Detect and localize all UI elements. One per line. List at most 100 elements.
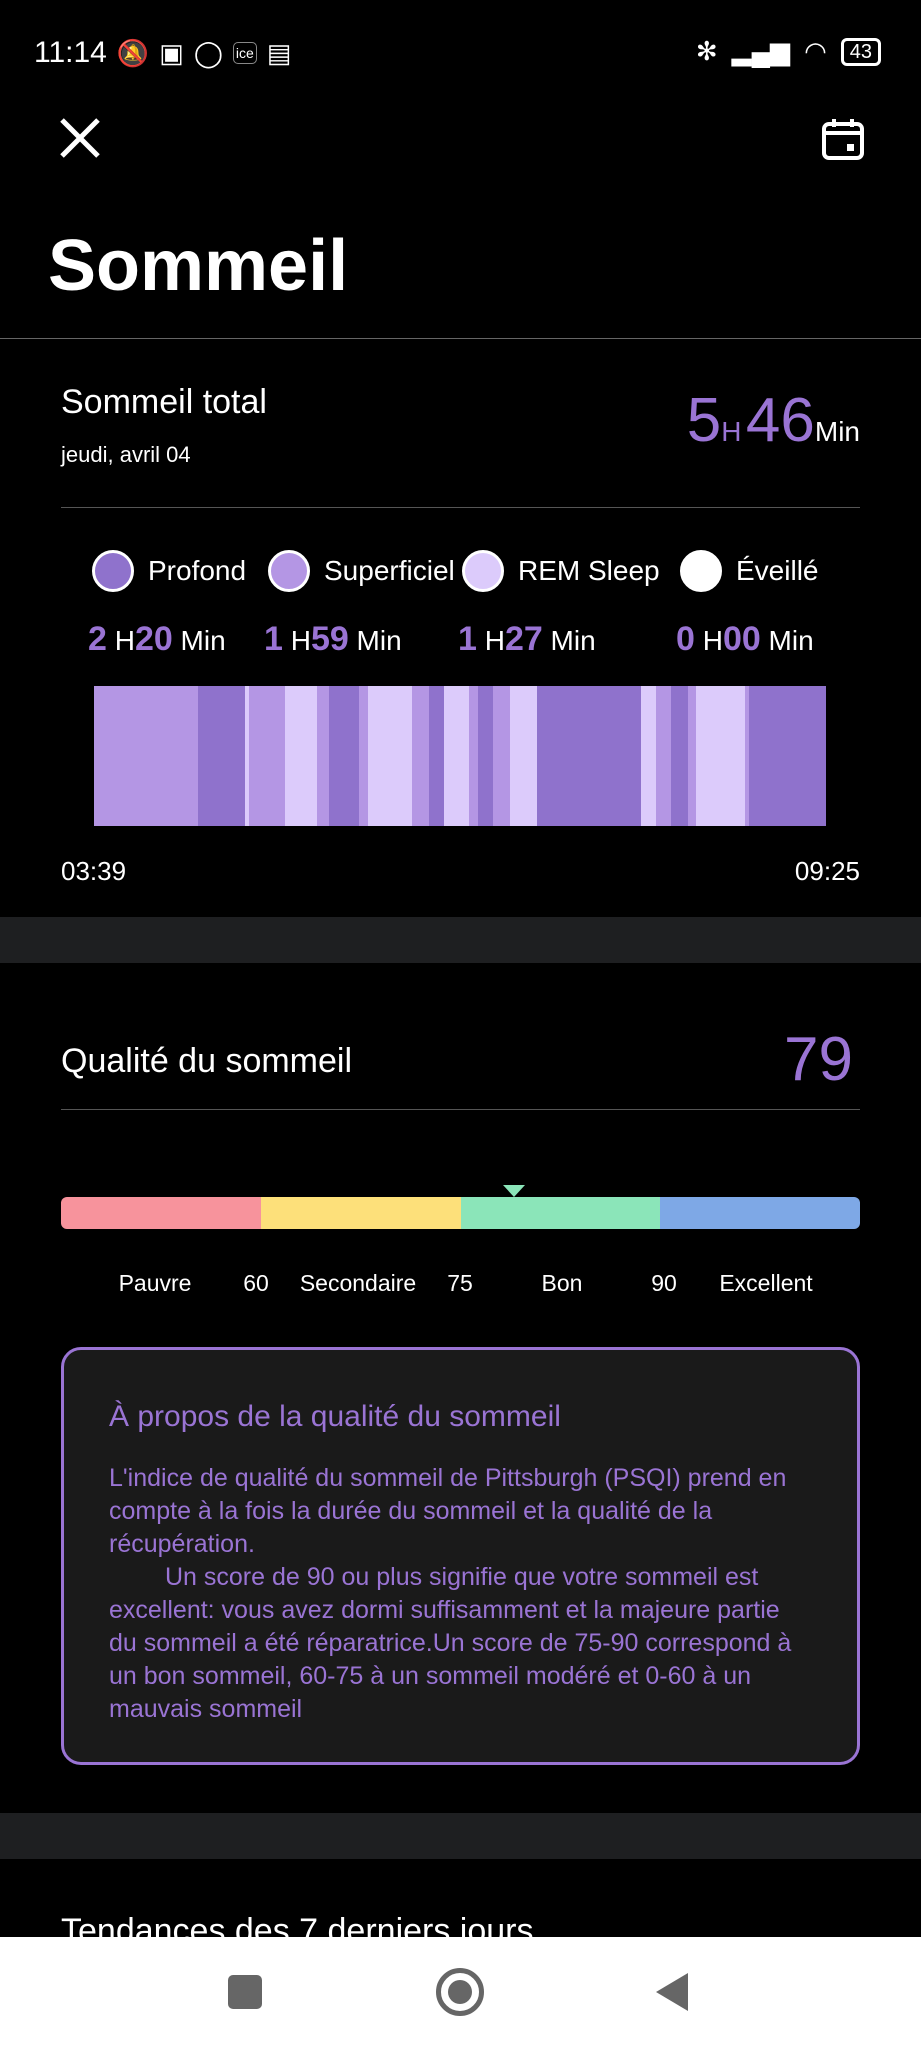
sleep-segment	[641, 686, 657, 826]
quality-scale-label: Secondaire	[299, 1270, 417, 1296]
duration-minutes: 00	[722, 620, 761, 658]
sleep-segment	[509, 686, 538, 826]
quality-scale-label: Pauvre	[118, 1270, 192, 1296]
page-title: Sommeil	[48, 226, 349, 306]
legend-dot	[92, 550, 134, 592]
ice-icon: ice	[232, 42, 257, 64]
minutes-unit: Min	[550, 625, 596, 656]
legend-label: REM Sleep	[518, 555, 660, 586]
duration-hours: 2	[88, 620, 107, 658]
divider	[0, 338, 921, 339]
bluetooth-icon: ✻	[695, 36, 718, 66]
stage-duration: 0 H00 Min	[676, 620, 814, 659]
divider	[61, 507, 860, 508]
legend-label: Superficiel	[324, 555, 455, 586]
mute-icon: 🔕	[116, 37, 150, 68]
legend-dot	[680, 550, 722, 592]
sleep-segment	[477, 686, 493, 826]
legend-item-2: REM Sleep	[462, 550, 660, 592]
status-bar: 11:14 🔕 ▣ ◯ ice ▤	[34, 36, 291, 70]
total-duration: 5H 46Min	[687, 385, 860, 456]
navigation-bar	[0, 1937, 921, 2048]
sleep-segment	[429, 686, 444, 826]
sleep-segment	[656, 686, 671, 826]
duration-hours: 0	[676, 620, 695, 658]
about-title: À propos de la qualité du sommeil	[109, 1400, 561, 1433]
hours-unit: H	[114, 625, 135, 656]
recents-icon[interactable]	[228, 1975, 262, 2009]
duration-minutes: 20	[134, 620, 173, 658]
duration-hours: 1	[458, 620, 477, 658]
section-separator	[0, 917, 921, 963]
legend-label: Profond	[148, 555, 247, 586]
clock: 11:14	[34, 36, 107, 69]
signal-icon: ▂▄▆	[731, 36, 791, 66]
calendar-icon[interactable]	[820, 116, 866, 162]
sleep-segment	[745, 686, 750, 826]
sleep-segment	[329, 686, 360, 826]
minutes-unit: Min	[768, 625, 814, 656]
legend-item-1: Superficiel	[268, 550, 455, 592]
wifi-icon: ◠	[804, 36, 827, 66]
sleep-segment	[94, 686, 198, 826]
whatsapp-icon: ◯	[193, 37, 223, 68]
quality-range	[660, 1197, 860, 1229]
hours-unit: H	[721, 416, 742, 447]
sleep-stage-chart	[94, 686, 826, 826]
hours-unit: H	[290, 625, 311, 656]
quality-scale-label: 75	[447, 1270, 473, 1296]
nfc-icon: ▣	[159, 37, 184, 68]
sleep-segment	[687, 686, 697, 826]
about-quality-card: À propos de la qualité du sommeil L'indi…	[61, 1347, 860, 1765]
sleep-segment	[670, 686, 688, 826]
sleep-segment	[244, 686, 249, 826]
back-icon[interactable]	[656, 1973, 688, 2011]
hours-unit: H	[702, 625, 723, 656]
minutes-unit: Min	[356, 625, 402, 656]
legend-item-3: Éveillé	[680, 550, 818, 592]
about-text-1: L'indice de qualité du sommeil de Pittsb…	[109, 1464, 787, 1558]
quality-range	[61, 1197, 261, 1229]
quality-range	[460, 1197, 661, 1229]
divider	[61, 1109, 860, 1110]
sleep-date: jeudi, avril 04	[61, 442, 191, 467]
sleep-segment	[469, 686, 478, 826]
legend-label: Éveillé	[736, 555, 819, 586]
sleep-segment	[537, 686, 642, 826]
quality-scale-label: 60	[243, 1270, 269, 1296]
close-icon[interactable]	[58, 116, 102, 160]
sleep-segment	[284, 686, 317, 826]
quality-scale-label: 90	[651, 1270, 677, 1296]
sleep-segment	[696, 686, 746, 826]
quality-scale-label: Excellent	[719, 1270, 813, 1296]
sleep-segment	[749, 686, 826, 826]
duration-hours: 1	[264, 620, 283, 658]
hours-unit: H	[484, 625, 505, 656]
quality-label: Qualité du sommeil	[61, 1042, 353, 1080]
minutes-unit: Min	[180, 625, 226, 656]
sleep-segment	[316, 686, 330, 826]
sleep-segment	[492, 686, 510, 826]
sleep-segment	[359, 686, 368, 826]
total-minutes: 46	[745, 386, 815, 455]
quality-range	[260, 1197, 461, 1229]
stage-duration: 1 H27 Min	[458, 620, 596, 659]
status-right: ✻ ▂▄▆ ◠ 43	[696, 36, 881, 67]
quality-scale-bar	[61, 1197, 860, 1229]
sleep-segment	[197, 686, 245, 826]
stage-duration: 1 H59 Min	[264, 620, 402, 659]
total-hours: 5	[686, 386, 722, 455]
duration-minutes: 59	[310, 620, 349, 658]
sleep-segment	[367, 686, 413, 826]
total-sleep-label: Sommeil total	[61, 383, 267, 421]
quality-score: 79	[784, 1025, 853, 1094]
score-marker	[502, 1185, 525, 1197]
legend-dot	[268, 550, 310, 592]
duration-minutes: 27	[504, 620, 543, 658]
battery-icon: 43	[840, 37, 881, 66]
legend-item-0: Profond	[92, 550, 246, 592]
home-icon[interactable]	[436, 1968, 484, 2016]
sleep-segment	[248, 686, 285, 826]
minutes-unit: Min	[814, 416, 860, 447]
sleep-segment	[412, 686, 430, 826]
